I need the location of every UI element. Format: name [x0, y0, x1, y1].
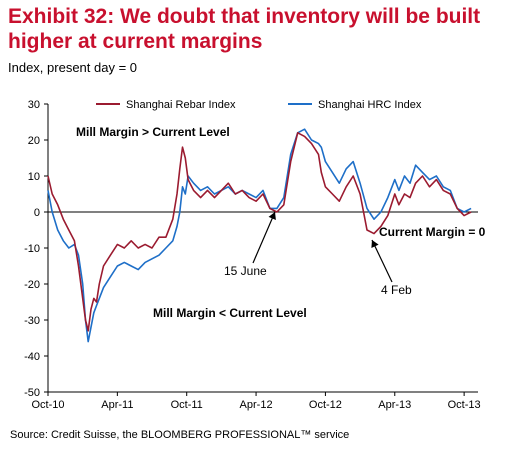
y-tick-label: -10	[24, 243, 40, 255]
legend-label: Shanghai Rebar Index	[126, 99, 236, 111]
x-tick-label: Oct-12	[309, 399, 342, 411]
chart-subtitle: Index, present day = 0	[8, 60, 138, 75]
y-tick-label: 30	[28, 99, 40, 111]
arrow-4-feb-head	[371, 240, 379, 249]
annotation-label: Mill Margin < Current Level	[153, 306, 307, 320]
annotation-label: Mill Margin > Current Level	[76, 125, 230, 139]
x-tick-label: Apr-11	[101, 399, 133, 411]
y-tick-label: -50	[24, 387, 40, 399]
source-note: Source: Credit Suisse, the BLOOMBERG PRO…	[10, 429, 350, 441]
y-tick-label: -20	[24, 279, 40, 291]
y-tick-label: 20	[28, 135, 40, 147]
chart-series	[47, 128, 472, 343]
chart-annotations: Mill Margin > Current Level Mill Margin <…	[76, 125, 486, 320]
x-tick-label: Oct-13	[448, 399, 481, 411]
x-tick-label: Oct-11	[171, 399, 203, 411]
x-tick-label: Oct-10	[31, 399, 64, 411]
y-tick-label: -30	[24, 315, 40, 327]
arrow-15-june-head	[268, 212, 276, 221]
y-tick-label: 10	[28, 171, 40, 183]
chart-legend: Shanghai Rebar Index Shanghai HRC Index	[96, 99, 422, 111]
x-tick-label: Apr-13	[378, 399, 411, 411]
x-tick-label: Apr-12	[240, 399, 273, 411]
legend-label: Shanghai HRC Index	[318, 99, 422, 111]
arrow-4-feb	[371, 239, 393, 283]
annotation-label: 4 Feb	[381, 283, 412, 297]
chart-title: Exhibit 32: We doubt that inventory will…	[8, 5, 481, 53]
annotation-label: 15 June	[224, 264, 267, 278]
series-line-rebar	[47, 132, 472, 332]
annotation-label: Current Margin = 0	[379, 225, 486, 239]
arrow-15-june	[252, 211, 276, 264]
y-tick-label: -40	[24, 351, 40, 363]
y-tick-label: 0	[34, 207, 40, 219]
